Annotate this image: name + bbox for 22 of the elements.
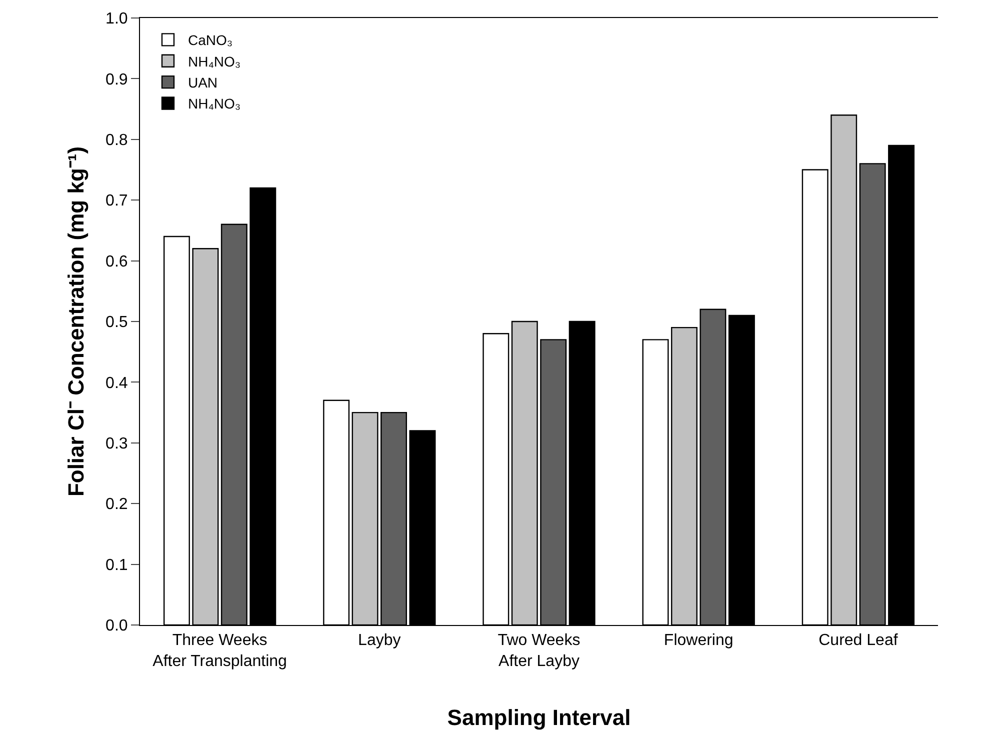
y-tick-label: 0.9 [106, 71, 128, 88]
y-tick-label: 0.8 [106, 132, 128, 149]
x-tick-label: Two Weeks After Layby [498, 632, 580, 670]
y-tick-label: 0.1 [106, 556, 128, 574]
x-axis-title: Sampling Interval [447, 704, 631, 730]
y-tick-label: 0.7 [106, 192, 128, 210]
y-tick-label: 0.2 [106, 496, 128, 514]
x-tick-label: Layby [358, 632, 401, 650]
legend-label: NH₄NO₃ [188, 96, 241, 112]
y-tick-label: 0.4 [106, 374, 128, 392]
legend-label: NH₄NO₃ [188, 53, 241, 70]
legend-label: CaNO₃ [188, 32, 233, 48]
y-tick-label: 0.3 [106, 436, 128, 452]
x-tick-label: Cured Leaf [818, 632, 898, 650]
legend-label: UAN [188, 74, 218, 91]
x-tick-label: Flowering [664, 632, 734, 650]
y-axis-title: Foliar Cl⁻ Concentration (mg kg⁻¹) [63, 146, 88, 497]
y-tick-label: 1.0 [106, 10, 128, 28]
y-tick-label: 0.0 [106, 618, 128, 635]
x-tick-label: Three Weeks After Transplanting [152, 632, 287, 670]
y-tick-label: 0.5 [106, 314, 128, 332]
y-tick-label: 0.6 [106, 253, 128, 270]
